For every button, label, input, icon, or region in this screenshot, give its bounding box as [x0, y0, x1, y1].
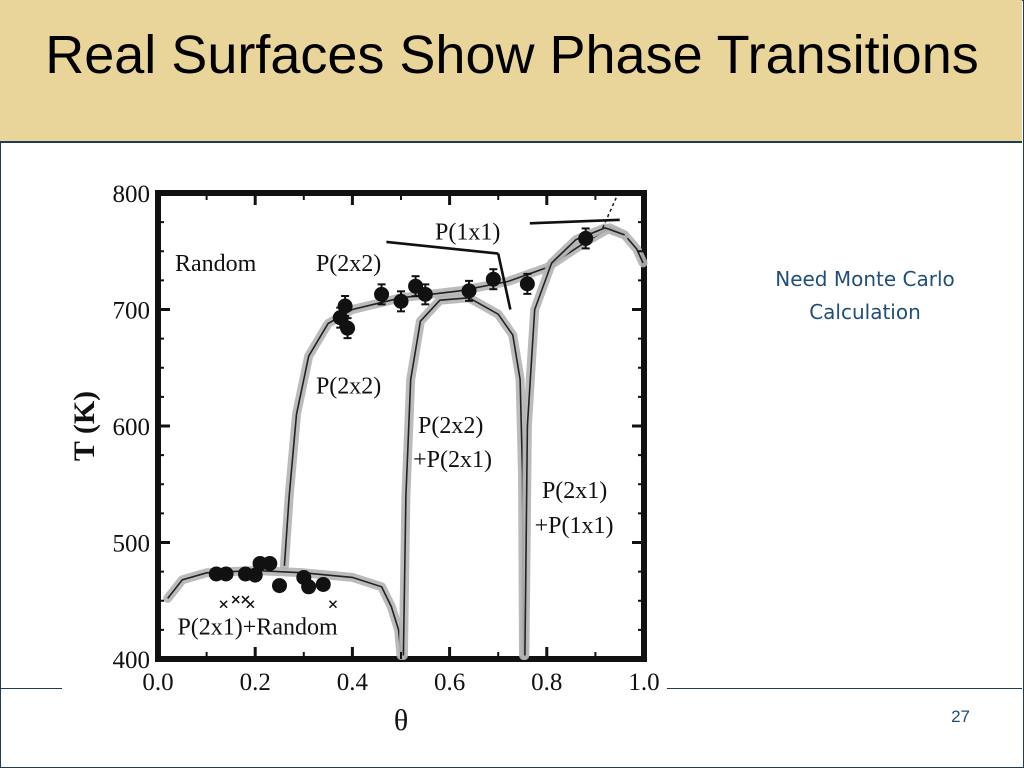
data-point — [417, 286, 433, 302]
data-point — [393, 293, 409, 309]
data-point — [578, 230, 594, 246]
x-marker-stroke — [328, 600, 337, 609]
boundary-line-2 — [402, 296, 525, 656]
data-point — [272, 578, 287, 594]
data-point — [218, 566, 234, 582]
x-tick-label: 0.4 — [337, 669, 369, 696]
region-label: Random — [175, 251, 257, 277]
slide-title: Real Surfaces Show Phase Transitions — [45, 25, 979, 85]
leader-line-p2x2-b — [496, 253, 512, 310]
region-label: P(2x2) — [316, 251, 381, 277]
boundary-line-0 — [167, 569, 402, 656]
x-axis-label: θ — [394, 704, 408, 737]
data-point — [247, 567, 263, 583]
y-tick-label: 500 — [113, 531, 151, 558]
y-tick-label: 600 — [113, 414, 151, 441]
boundary-band-3 — [520, 223, 630, 660]
boundary-dashed-line — [601, 195, 619, 229]
x-marker-stroke — [219, 600, 228, 609]
y-tick-label: 700 — [113, 298, 151, 325]
region-label: P(2x1)+Random — [177, 615, 338, 641]
label-leader-lines — [386, 218, 620, 310]
data-point — [301, 579, 317, 595]
data-point — [374, 286, 390, 302]
x-tick-label: 0.6 — [434, 669, 465, 696]
region-label: +P(2x1) — [413, 447, 492, 473]
data-point — [337, 298, 353, 314]
title-band — [0, 0, 1022, 143]
x-marker-stroke — [231, 595, 240, 604]
boundary-line-3 — [524, 227, 625, 656]
data-point — [332, 310, 348, 326]
phase-diagram-chart: 0.0 0.2 0.4 0.6 0.8 1.0 400 500 600 700 800 Random… — [62, 173, 667, 740]
note-line-1: Need Monte Carlo — [775, 267, 955, 291]
data-point — [461, 283, 477, 299]
data-point — [315, 576, 331, 592]
data-point — [485, 271, 501, 287]
leader-line-p2x2-a — [386, 240, 499, 255]
y-tick-label: 400 — [113, 647, 151, 674]
data-point — [262, 555, 278, 571]
x-tick-label: 1.0 — [628, 669, 659, 696]
y-axis-label: T (K) — [68, 391, 101, 461]
leader-line-p1x1 — [529, 218, 620, 225]
region-label: P(2x1) — [542, 478, 607, 504]
x-marker-stroke — [241, 595, 250, 604]
monte-carlo-note: Need Monte Carlo Calculation — [726, 263, 1004, 329]
y-tick-label: 800 — [113, 181, 151, 208]
data-point — [340, 320, 356, 336]
phase-diagram-svg: 0.0 0.2 0.4 0.6 0.8 1.0 400 500 600 700 800 Random… — [68, 181, 660, 737]
region-labels: Random P(2x2) P(1x1) P(2x2) P(2x2) +P(2x1) P(2… — [175, 220, 614, 641]
region-label: +P(1x1) — [535, 513, 614, 539]
x-tick-label: 0.8 — [531, 669, 562, 696]
region-label: P(2x2) — [316, 373, 381, 399]
boundary-band-2 — [398, 293, 528, 660]
x-tick-label: 0.2 — [240, 669, 271, 696]
data-points — [208, 227, 594, 609]
x-tick-label: 0.0 — [142, 669, 173, 696]
x-marker-stroke — [246, 600, 255, 609]
axis-ticks: 0.0 0.2 0.4 0.6 0.8 1.0 400 500 600 700 800 — [113, 181, 660, 696]
data-point — [519, 276, 535, 292]
region-label: P(2x2) — [418, 413, 483, 439]
note-line-2: Calculation — [809, 300, 921, 324]
page-number: 27 — [951, 707, 970, 726]
region-label: P(1x1) — [435, 220, 500, 246]
